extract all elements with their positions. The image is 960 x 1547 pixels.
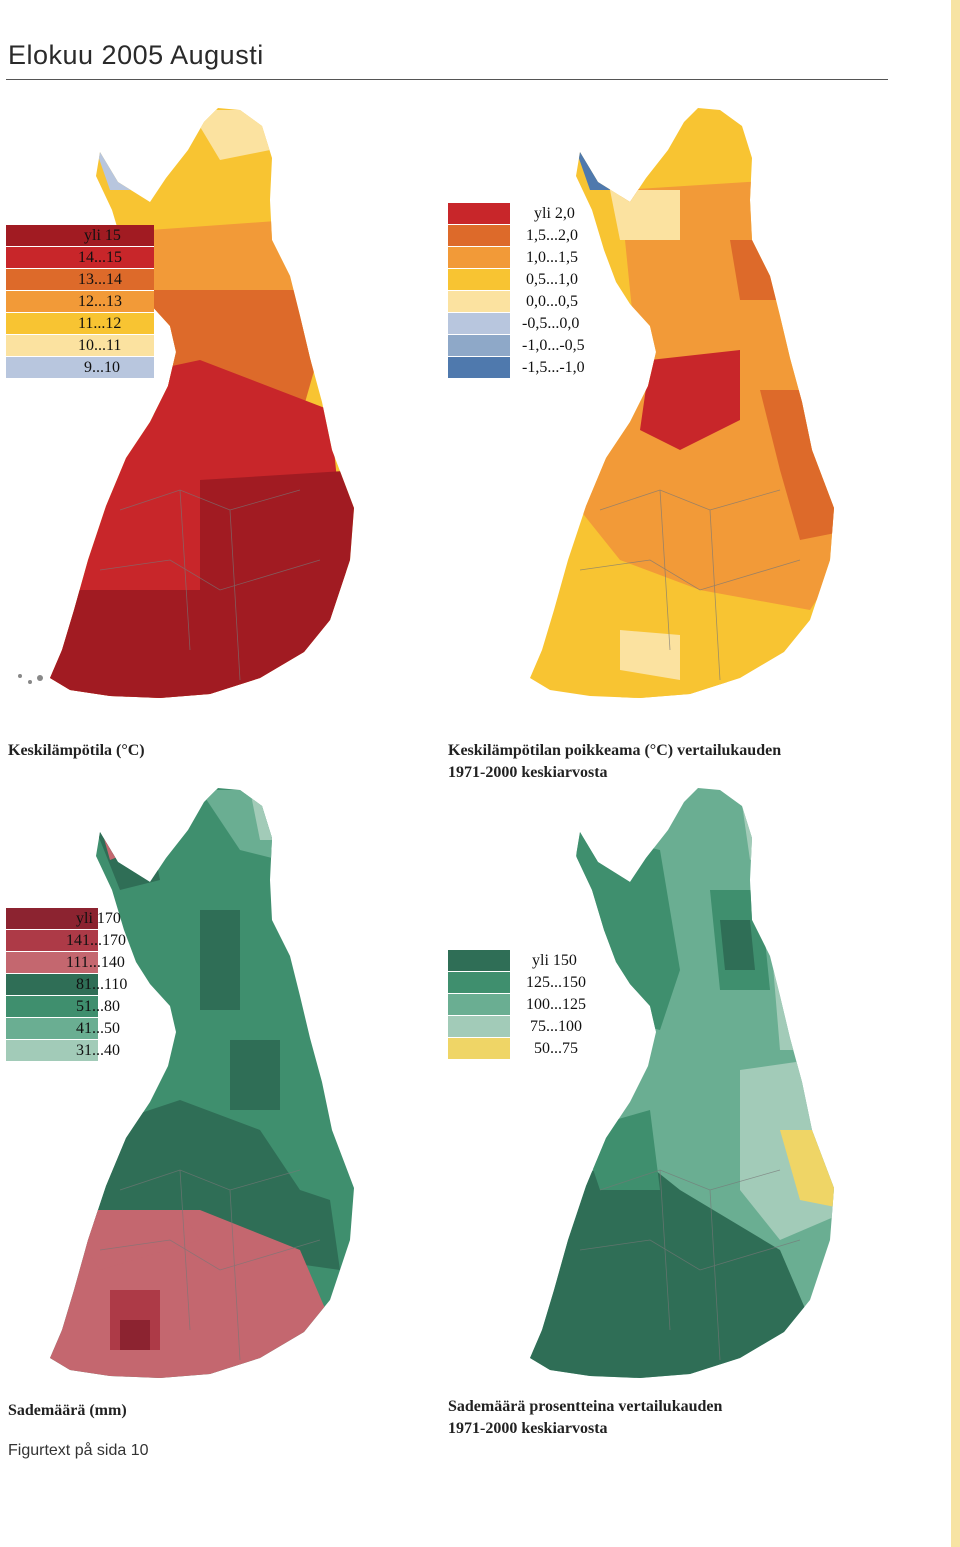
caption-line: 1971-2000 keskiarvosta [448,764,608,781]
legend-swatch [448,972,510,994]
legend-swatch [6,952,98,974]
legend-swatch [6,247,154,269]
legend-swatch [6,269,154,291]
temperature-caption: Keskilämpötila (°C) [8,742,145,759]
legend-label: 100...125 [526,996,586,1013]
temperature-map [18,108,354,698]
precipitation-map [50,788,354,1378]
legend-swatch [448,291,510,313]
legend-swatch [6,1018,98,1040]
legend-label: 9...10 [84,359,120,376]
legend-label: 141...170 [66,932,126,949]
legend-label: -1,0...-0,5 [522,337,585,354]
legend-label: yli 2,0 [534,205,575,222]
legend-label: -1,5...-1,0 [522,359,585,376]
legend-label: 31...40 [76,1042,120,1059]
legend-swatch [448,269,510,291]
legend-swatch [448,313,510,335]
precipitation-percent-caption: Sademäärä prosentteina vertailukauden 19… [448,1396,722,1440]
precipitation-caption: Sademäärä (mm) [8,1402,127,1419]
legend-swatch [6,996,98,1018]
legend-swatch [6,974,98,996]
legend-swatch [448,357,510,379]
legend-label: 81...110 [76,976,128,993]
page-edge-bar [951,0,960,1547]
legend-swatch [448,335,510,357]
figure-reference-note: Figurtext på sida 10 [8,1442,149,1459]
legend-label: -0,5...0,0 [522,315,580,332]
legend-label: 14...15 [78,249,122,266]
legend-label: 50...75 [534,1040,578,1057]
legend-label: 125...150 [526,974,586,991]
legend-label: yli 150 [532,952,577,969]
legend-swatch [448,247,510,269]
caption-line: Sademäärä prosentteina vertailukauden [448,1398,723,1415]
legend-label: yli 15 [84,227,121,244]
temperature-anomaly-caption: Keskilämpötilan poikkeama (°C) vertailuk… [448,740,781,784]
legend-label: 1,0...1,5 [526,249,578,266]
legend-swatch [6,313,154,335]
legend-swatch [448,1038,510,1060]
legend-label: 0,5...1,0 [526,271,578,288]
legend-label: 13...14 [78,271,122,288]
legend-swatch [6,1040,98,1062]
legend-label: 1,5...2,0 [526,227,578,244]
legend-label: 51...80 [76,998,120,1015]
legend-swatch [6,225,154,247]
legend-swatch [448,950,510,972]
legend-label: 41...50 [76,1020,120,1037]
legend-label: 12...13 [78,293,122,310]
legend-swatch [6,908,98,930]
legend-label: 11...12 [78,315,122,332]
legend-swatch [6,930,98,952]
legend-label: 0,0...0,5 [526,293,578,310]
legend-label: yli 170 [76,910,121,927]
legend-swatch [448,994,510,1016]
legend-label: 75...100 [530,1018,582,1035]
legend-swatch [6,291,154,313]
legend-swatch [448,203,510,225]
legend-label: 111...140 [66,954,125,971]
caption-line: 1971-2000 keskiarvosta [448,1420,608,1437]
legend-swatch [6,357,154,379]
legend-swatch [448,225,510,247]
precipitation-percent-map [530,788,834,1378]
legend-label: 10...11 [78,337,122,354]
legend-swatch [448,1016,510,1038]
page-title: Elokuu 2005 Augusti [8,40,264,70]
caption-line: Keskilämpötilan poikkeama (°C) vertailuk… [448,742,782,759]
legend-swatch [6,335,154,357]
title-divider [6,79,888,80]
temperature-anomaly-map [530,108,834,698]
